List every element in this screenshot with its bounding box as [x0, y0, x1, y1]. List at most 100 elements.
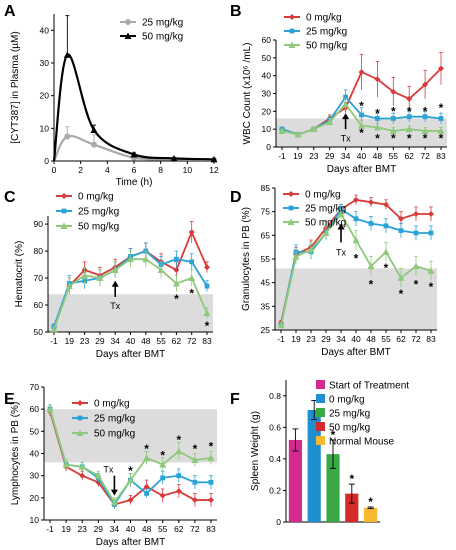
legend-label: 25 mg/kg: [142, 18, 183, 29]
data-point: [398, 215, 404, 222]
significance-star: *: [384, 261, 389, 275]
data-point: [389, 127, 397, 134]
legend-label: Normal Mouse: [329, 437, 394, 448]
x-tick-label: 34: [110, 524, 120, 534]
tx-label: Tx: [336, 247, 346, 257]
x-tick-label: 48: [366, 334, 376, 344]
legend-label: 50 mg/kg: [94, 429, 135, 440]
x-tick-label: 40: [126, 524, 136, 534]
x-tick-label: 48: [142, 524, 152, 534]
x-tick-label: 83: [436, 151, 446, 161]
y-tick-label: 40: [30, 449, 40, 459]
y-tick-label: 10: [262, 124, 272, 134]
x-tick-label: 10: [183, 165, 193, 175]
data-point: [210, 155, 218, 163]
data-point: [342, 100, 350, 108]
data-point: [127, 497, 134, 504]
x-tick-label: 29: [95, 336, 105, 346]
legend-label: 0 mg/kg: [94, 399, 130, 410]
legend-label: 50 mg/kg: [142, 32, 183, 43]
legend-marker: [77, 415, 83, 421]
series-line: [52, 53, 215, 162]
legend-marker: [125, 19, 131, 25]
data-point: [175, 447, 183, 455]
y-tick-label: 30: [262, 89, 272, 99]
significance-star: *: [174, 292, 179, 306]
significance-star: *: [375, 106, 380, 120]
legend-swatch: [316, 422, 325, 431]
significance-star: *: [429, 280, 434, 294]
data-point: [353, 216, 359, 222]
y-tick-label: 0.2: [269, 485, 281, 495]
y-tick-label: 75: [261, 207, 271, 217]
panel-letter: C: [4, 189, 16, 206]
data-point: [130, 150, 138, 158]
x-tick-label: 23: [306, 334, 316, 344]
y-tick-label: 60: [262, 35, 272, 45]
legend-label: 50 mg/kg: [306, 41, 347, 52]
y-tick-label: 50: [30, 426, 40, 436]
data-point: [374, 76, 381, 83]
data-point: [64, 133, 71, 140]
data-point: [203, 309, 211, 317]
data-point: [438, 65, 444, 72]
x-tick-label: 55: [381, 334, 391, 344]
data-point: [175, 488, 182, 495]
y-tick-label: 0: [44, 156, 49, 166]
data-point: [382, 248, 390, 255]
panel-letter: D: [230, 189, 242, 206]
data-point: [358, 69, 365, 76]
data-point: [111, 266, 119, 273]
data-point: [405, 125, 413, 133]
data-point: [310, 125, 318, 133]
significance-star: *: [128, 464, 133, 478]
x-tick-label: -1: [278, 151, 286, 161]
x-tick-label: 55: [158, 524, 168, 534]
data-point: [78, 463, 86, 470]
x-tick-label: -1: [50, 336, 58, 346]
bar: [288, 439, 302, 522]
legend-marker: [288, 41, 296, 48]
data-point: [278, 127, 286, 134]
significance-star: *: [193, 442, 198, 456]
data-point: [170, 154, 178, 162]
significance-star: *: [368, 495, 373, 509]
legend-label: 25 mg/kg: [94, 414, 135, 425]
y-tick-label: 20: [262, 106, 272, 116]
data-point: [358, 122, 365, 129]
significance-star: *: [359, 99, 364, 113]
data-point: [352, 236, 360, 244]
data-point: [207, 454, 215, 461]
data-point: [204, 283, 210, 289]
x-tick-label: 48: [141, 336, 151, 346]
legend-marker: [288, 191, 294, 197]
x-tick-label: 72: [187, 336, 197, 346]
significance-star: *: [407, 131, 412, 145]
x-tick-label: 55: [389, 151, 399, 161]
data-point: [292, 253, 300, 260]
data-point: [367, 262, 375, 270]
data-point: [208, 479, 214, 485]
legend-marker: [289, 14, 295, 20]
data-point: [143, 483, 150, 490]
data-point: [438, 116, 444, 121]
significance-star: *: [209, 440, 214, 454]
data-point: [413, 211, 419, 218]
data-point: [189, 259, 195, 265]
legend-label: 0 mg/kg: [78, 192, 114, 203]
data-point: [421, 127, 429, 134]
y-tick-label: 60: [30, 404, 40, 414]
x-tick-label: 40: [126, 336, 136, 346]
data-point: [191, 497, 198, 504]
data-point: [81, 271, 89, 279]
data-point: [326, 118, 334, 126]
data-point: [428, 230, 434, 236]
data-point: [65, 282, 73, 290]
x-tick-label: 23: [80, 336, 90, 346]
legend-marker: [288, 205, 294, 211]
x-axis-title: Time (h): [116, 177, 153, 188]
significance-star: *: [160, 449, 165, 463]
y-axis-title: [CYT387] in Plasma (µM): [10, 31, 21, 143]
data-point: [173, 266, 180, 273]
y-tick-label: 70: [30, 382, 40, 392]
